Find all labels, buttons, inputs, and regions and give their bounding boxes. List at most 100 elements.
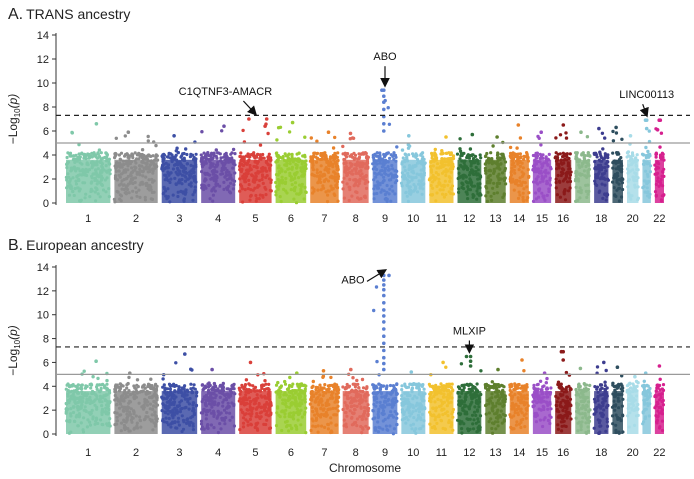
snp-point: [400, 384, 404, 388]
snp-point: [171, 384, 175, 388]
spike-snp-point: [382, 283, 386, 287]
snp-point: [458, 149, 463, 153]
snp-point: [295, 152, 299, 156]
snp-point: [149, 377, 153, 381]
snp-point: [141, 155, 145, 159]
x-tick-label-chr-4: 4: [215, 213, 221, 225]
peak-snp-point: [441, 360, 445, 365]
snp-point: [541, 156, 545, 160]
snp-point: [315, 151, 320, 155]
snp-point: [267, 382, 271, 386]
snp-point: [315, 156, 320, 160]
snp-point: [583, 154, 587, 158]
snp-point: [193, 387, 197, 391]
snp-point: [414, 152, 418, 156]
snp-density-band: [594, 159, 609, 203]
snp-point: [290, 154, 294, 158]
snp-point: [333, 135, 337, 140]
snp-point: [594, 153, 599, 157]
snp-point: [490, 157, 494, 161]
snp-point: [469, 383, 473, 387]
snp-point: [226, 156, 230, 160]
snp-point: [343, 151, 347, 155]
chromosome-4-points: [199, 124, 237, 203]
gene-annotation-label: ABO: [373, 51, 397, 63]
chromosome-12-points: [456, 354, 483, 435]
snp-point: [248, 388, 253, 393]
chromosome-9-points: [371, 273, 399, 436]
y-tick-label: 0: [43, 429, 49, 441]
snp-point: [185, 152, 189, 157]
x-tick-label-chr-8: 8: [353, 447, 359, 459]
y-tick-label: 4: [43, 381, 49, 393]
snp-point: [147, 153, 151, 157]
snp-point: [77, 142, 81, 147]
snp-point: [79, 385, 83, 390]
snp-point: [105, 378, 109, 383]
y-tick-label: 12: [37, 286, 49, 298]
peak-snp-point: [464, 354, 469, 359]
snp-point: [266, 131, 270, 136]
snp-point: [221, 385, 225, 389]
chromosome-2-points: [113, 371, 160, 434]
snp-density-band: [575, 159, 591, 203]
spike-snp-point: [382, 293, 386, 298]
snp-point: [616, 151, 620, 155]
snp-point: [174, 383, 178, 388]
snp-point: [394, 155, 398, 159]
x-tick-label-chr-3: 3: [176, 447, 182, 459]
panel-title: A. TRANS ancestry: [8, 6, 130, 23]
snp-point: [440, 157, 444, 161]
snp-density-band: [310, 391, 339, 434]
snp-point: [323, 383, 327, 387]
snp-point: [192, 383, 196, 387]
snp-point: [247, 382, 251, 386]
panel-letter: A.: [8, 6, 23, 23]
peak-snp-point: [496, 367, 500, 372]
y-tick-label: 8: [43, 102, 49, 114]
peak-snp-point: [579, 130, 583, 134]
snp-point: [68, 151, 73, 155]
chromosome-17-points: [573, 130, 592, 203]
snp-point: [489, 384, 493, 389]
snp-point: [114, 136, 119, 140]
snp-point: [118, 386, 123, 391]
snp-point: [412, 382, 416, 386]
snp-point: [357, 386, 361, 390]
snp-point: [65, 383, 69, 387]
snp-point: [167, 382, 172, 386]
gene-annotation-arrow: [242, 100, 258, 116]
snp-point: [430, 156, 434, 160]
chromosome-9-points: [371, 88, 399, 203]
snp-point: [575, 156, 579, 160]
spike-snp-point: [382, 287, 386, 292]
spike-snp-point: [644, 126, 649, 131]
snp-point: [355, 378, 359, 383]
y-axis-title: −Log10(p): [6, 325, 22, 376]
x-tick-label-chr-22: 22: [653, 213, 665, 225]
snp-point: [132, 384, 136, 388]
snp-point: [378, 153, 382, 157]
spike-snp-point: [382, 320, 386, 324]
snp-point: [68, 154, 72, 158]
snp-point: [135, 378, 140, 382]
x-tick-label-chr-10: 10: [407, 213, 419, 225]
snp-point: [275, 154, 279, 158]
x-tick-label-chr-12: 12: [463, 447, 475, 459]
spike-snp-point: [263, 124, 267, 128]
snp-point: [341, 144, 345, 149]
x-tick-label-chr-11: 11: [436, 447, 447, 459]
x-tick-label-chr-5: 5: [252, 447, 258, 459]
peak-snp-point: [407, 134, 411, 138]
snp-point: [539, 143, 543, 147]
snp-point: [275, 151, 279, 155]
peak-snp-point: [495, 135, 499, 139]
chromosome-13-points: [483, 367, 507, 435]
snp-point: [447, 157, 451, 161]
snp-point: [244, 154, 248, 158]
snp-density-band: [66, 159, 111, 203]
spike-snp-point: [382, 334, 386, 339]
spike-snp-point: [382, 348, 386, 353]
snp-point: [377, 156, 381, 160]
snp-point: [95, 387, 99, 391]
